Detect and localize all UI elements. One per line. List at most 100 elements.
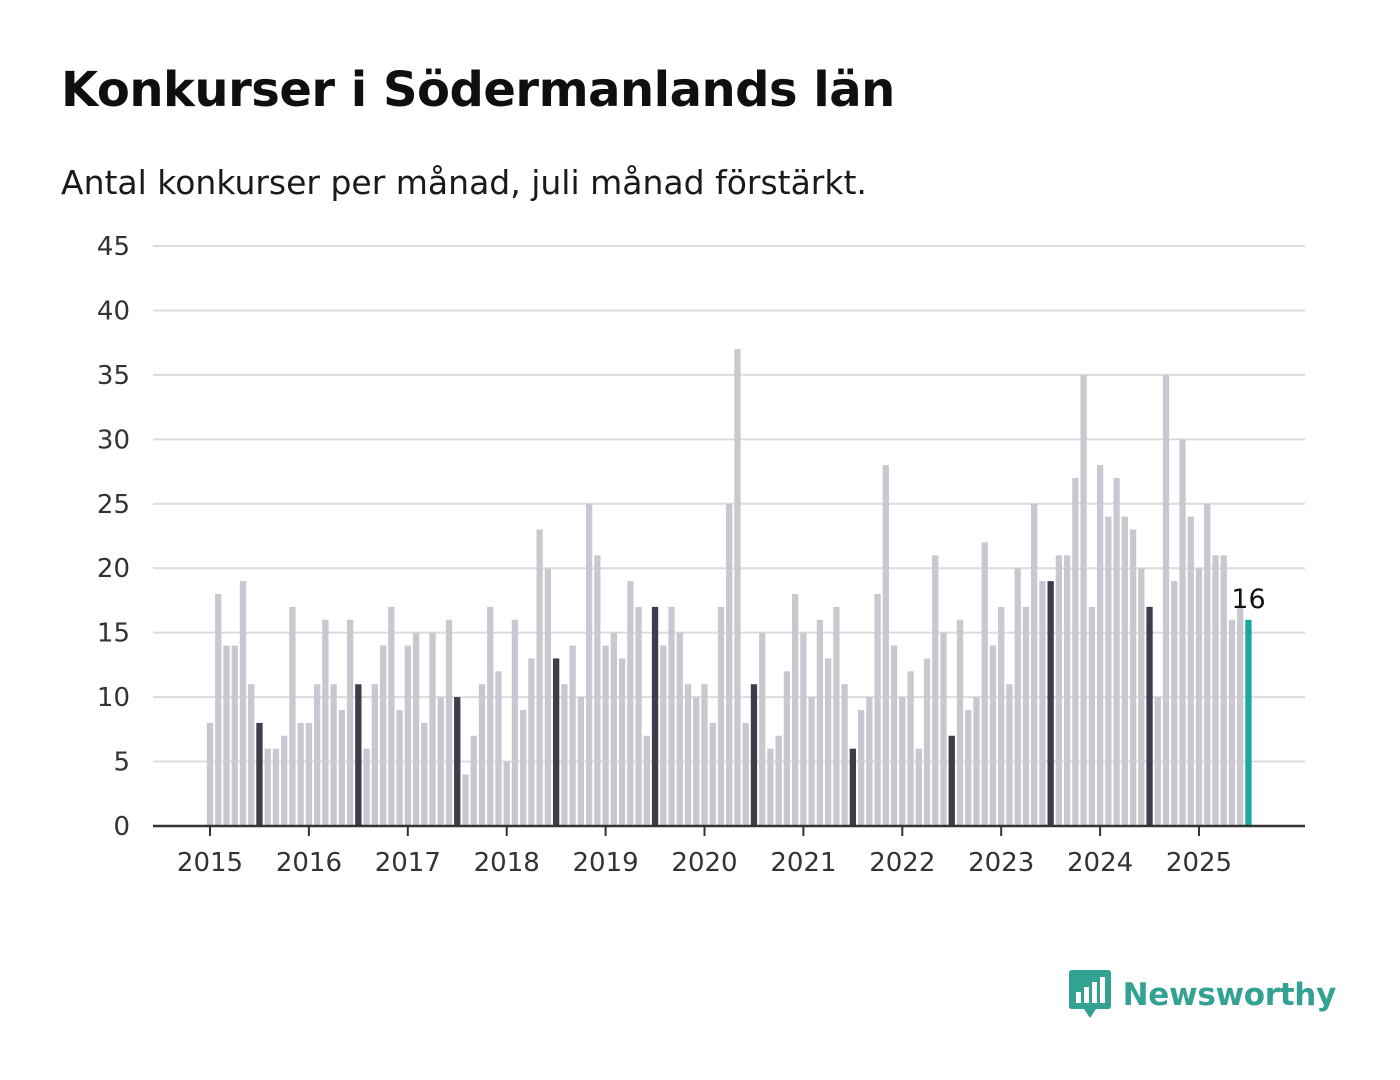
- bar: [355, 684, 362, 826]
- bar: [1022, 606, 1030, 826]
- bar: [643, 735, 650, 826]
- bar: [742, 722, 749, 826]
- bar: [528, 658, 535, 826]
- bar: [816, 619, 824, 826]
- bar: [577, 697, 585, 826]
- bar: [932, 555, 939, 826]
- bar: [800, 632, 807, 826]
- bar: [783, 671, 791, 826]
- bar: [404, 645, 411, 826]
- bar: [1031, 503, 1038, 826]
- bar: [717, 606, 725, 826]
- bar: [734, 349, 741, 826]
- bar: [1080, 374, 1087, 826]
- bar: [396, 710, 403, 826]
- bar: [1146, 606, 1153, 826]
- bar: [1220, 555, 1227, 826]
- x-tick-label: 2019: [573, 848, 639, 878]
- bar: [726, 503, 733, 826]
- bar: [602, 645, 609, 826]
- bar: [668, 606, 675, 826]
- bar-latest: [1245, 619, 1252, 826]
- bar: [289, 606, 296, 826]
- bar: [1063, 555, 1071, 826]
- bar: [470, 735, 477, 826]
- bar: [223, 645, 230, 826]
- bar: [1014, 568, 1021, 826]
- bar: [849, 748, 856, 826]
- bar: [520, 710, 527, 826]
- x-tick-label: 2022: [869, 848, 935, 878]
- x-tick-label: 2017: [375, 848, 441, 878]
- bar: [371, 684, 378, 826]
- bar: [833, 606, 840, 826]
- brand-logo[interactable]: Newsworthy: [1068, 970, 1336, 1020]
- bar-chart-speech-icon: [1068, 970, 1111, 1018]
- bar: [915, 748, 922, 826]
- bar: [297, 722, 304, 826]
- bar: [866, 697, 873, 826]
- bar: [1105, 516, 1112, 826]
- bar: [792, 594, 799, 826]
- bar: [981, 542, 988, 826]
- bar: [660, 645, 667, 826]
- bar: [1129, 529, 1137, 826]
- bar: [553, 658, 560, 826]
- bar: [767, 748, 774, 826]
- bar: [1154, 697, 1161, 826]
- bar: [503, 761, 510, 826]
- bar: [1237, 606, 1244, 826]
- bar: [759, 632, 766, 826]
- y-tick-label: 35: [97, 361, 130, 391]
- y-tick-label: 30: [97, 425, 130, 455]
- bar: [1195, 568, 1203, 826]
- bar: [709, 722, 716, 826]
- bar: [594, 555, 601, 826]
- bar: [874, 594, 881, 826]
- bar: [676, 632, 683, 826]
- bar: [965, 710, 972, 826]
- bar: [841, 684, 848, 826]
- bar: [206, 722, 214, 826]
- bar: [454, 697, 461, 826]
- bar: [923, 658, 931, 826]
- bar: [651, 606, 659, 826]
- bar: [956, 619, 964, 826]
- x-tick-label: 2020: [671, 848, 737, 878]
- bar: [388, 606, 395, 826]
- bar: [462, 774, 469, 826]
- bar: [808, 697, 815, 826]
- y-tick-label: 10: [97, 683, 130, 713]
- chart-title: Konkurser i Södermanlands län: [61, 62, 895, 118]
- bar: [346, 619, 354, 826]
- bar: [445, 619, 453, 826]
- y-tick-label: 5: [113, 748, 130, 778]
- bar: [1096, 465, 1104, 826]
- bar: [495, 671, 502, 826]
- bar: [882, 465, 889, 826]
- x-tick-label: 2018: [474, 848, 540, 878]
- bar: [824, 658, 832, 826]
- bar: [536, 529, 543, 826]
- y-tick-label: 25: [97, 490, 130, 520]
- x-tick-label: 2024: [1067, 848, 1133, 878]
- x-tick-label: 2015: [177, 848, 243, 878]
- bar: [421, 722, 428, 826]
- bar: [569, 645, 576, 826]
- bar: [264, 748, 271, 826]
- bar: [338, 710, 346, 826]
- bar: [1171, 581, 1178, 826]
- bar: [511, 619, 519, 826]
- x-tick-label: 2025: [1166, 848, 1232, 878]
- bar: [487, 606, 494, 826]
- bar: [998, 606, 1005, 826]
- bar: [1162, 374, 1170, 826]
- bar: [1204, 503, 1211, 826]
- bar: [412, 632, 420, 826]
- bar: [618, 658, 626, 826]
- chart-subtitle: Antal konkurser per månad, juli månad fö…: [61, 163, 867, 202]
- bar: [1187, 516, 1194, 826]
- x-tick-label: 2021: [770, 848, 836, 878]
- y-tick-label: 0: [113, 812, 130, 842]
